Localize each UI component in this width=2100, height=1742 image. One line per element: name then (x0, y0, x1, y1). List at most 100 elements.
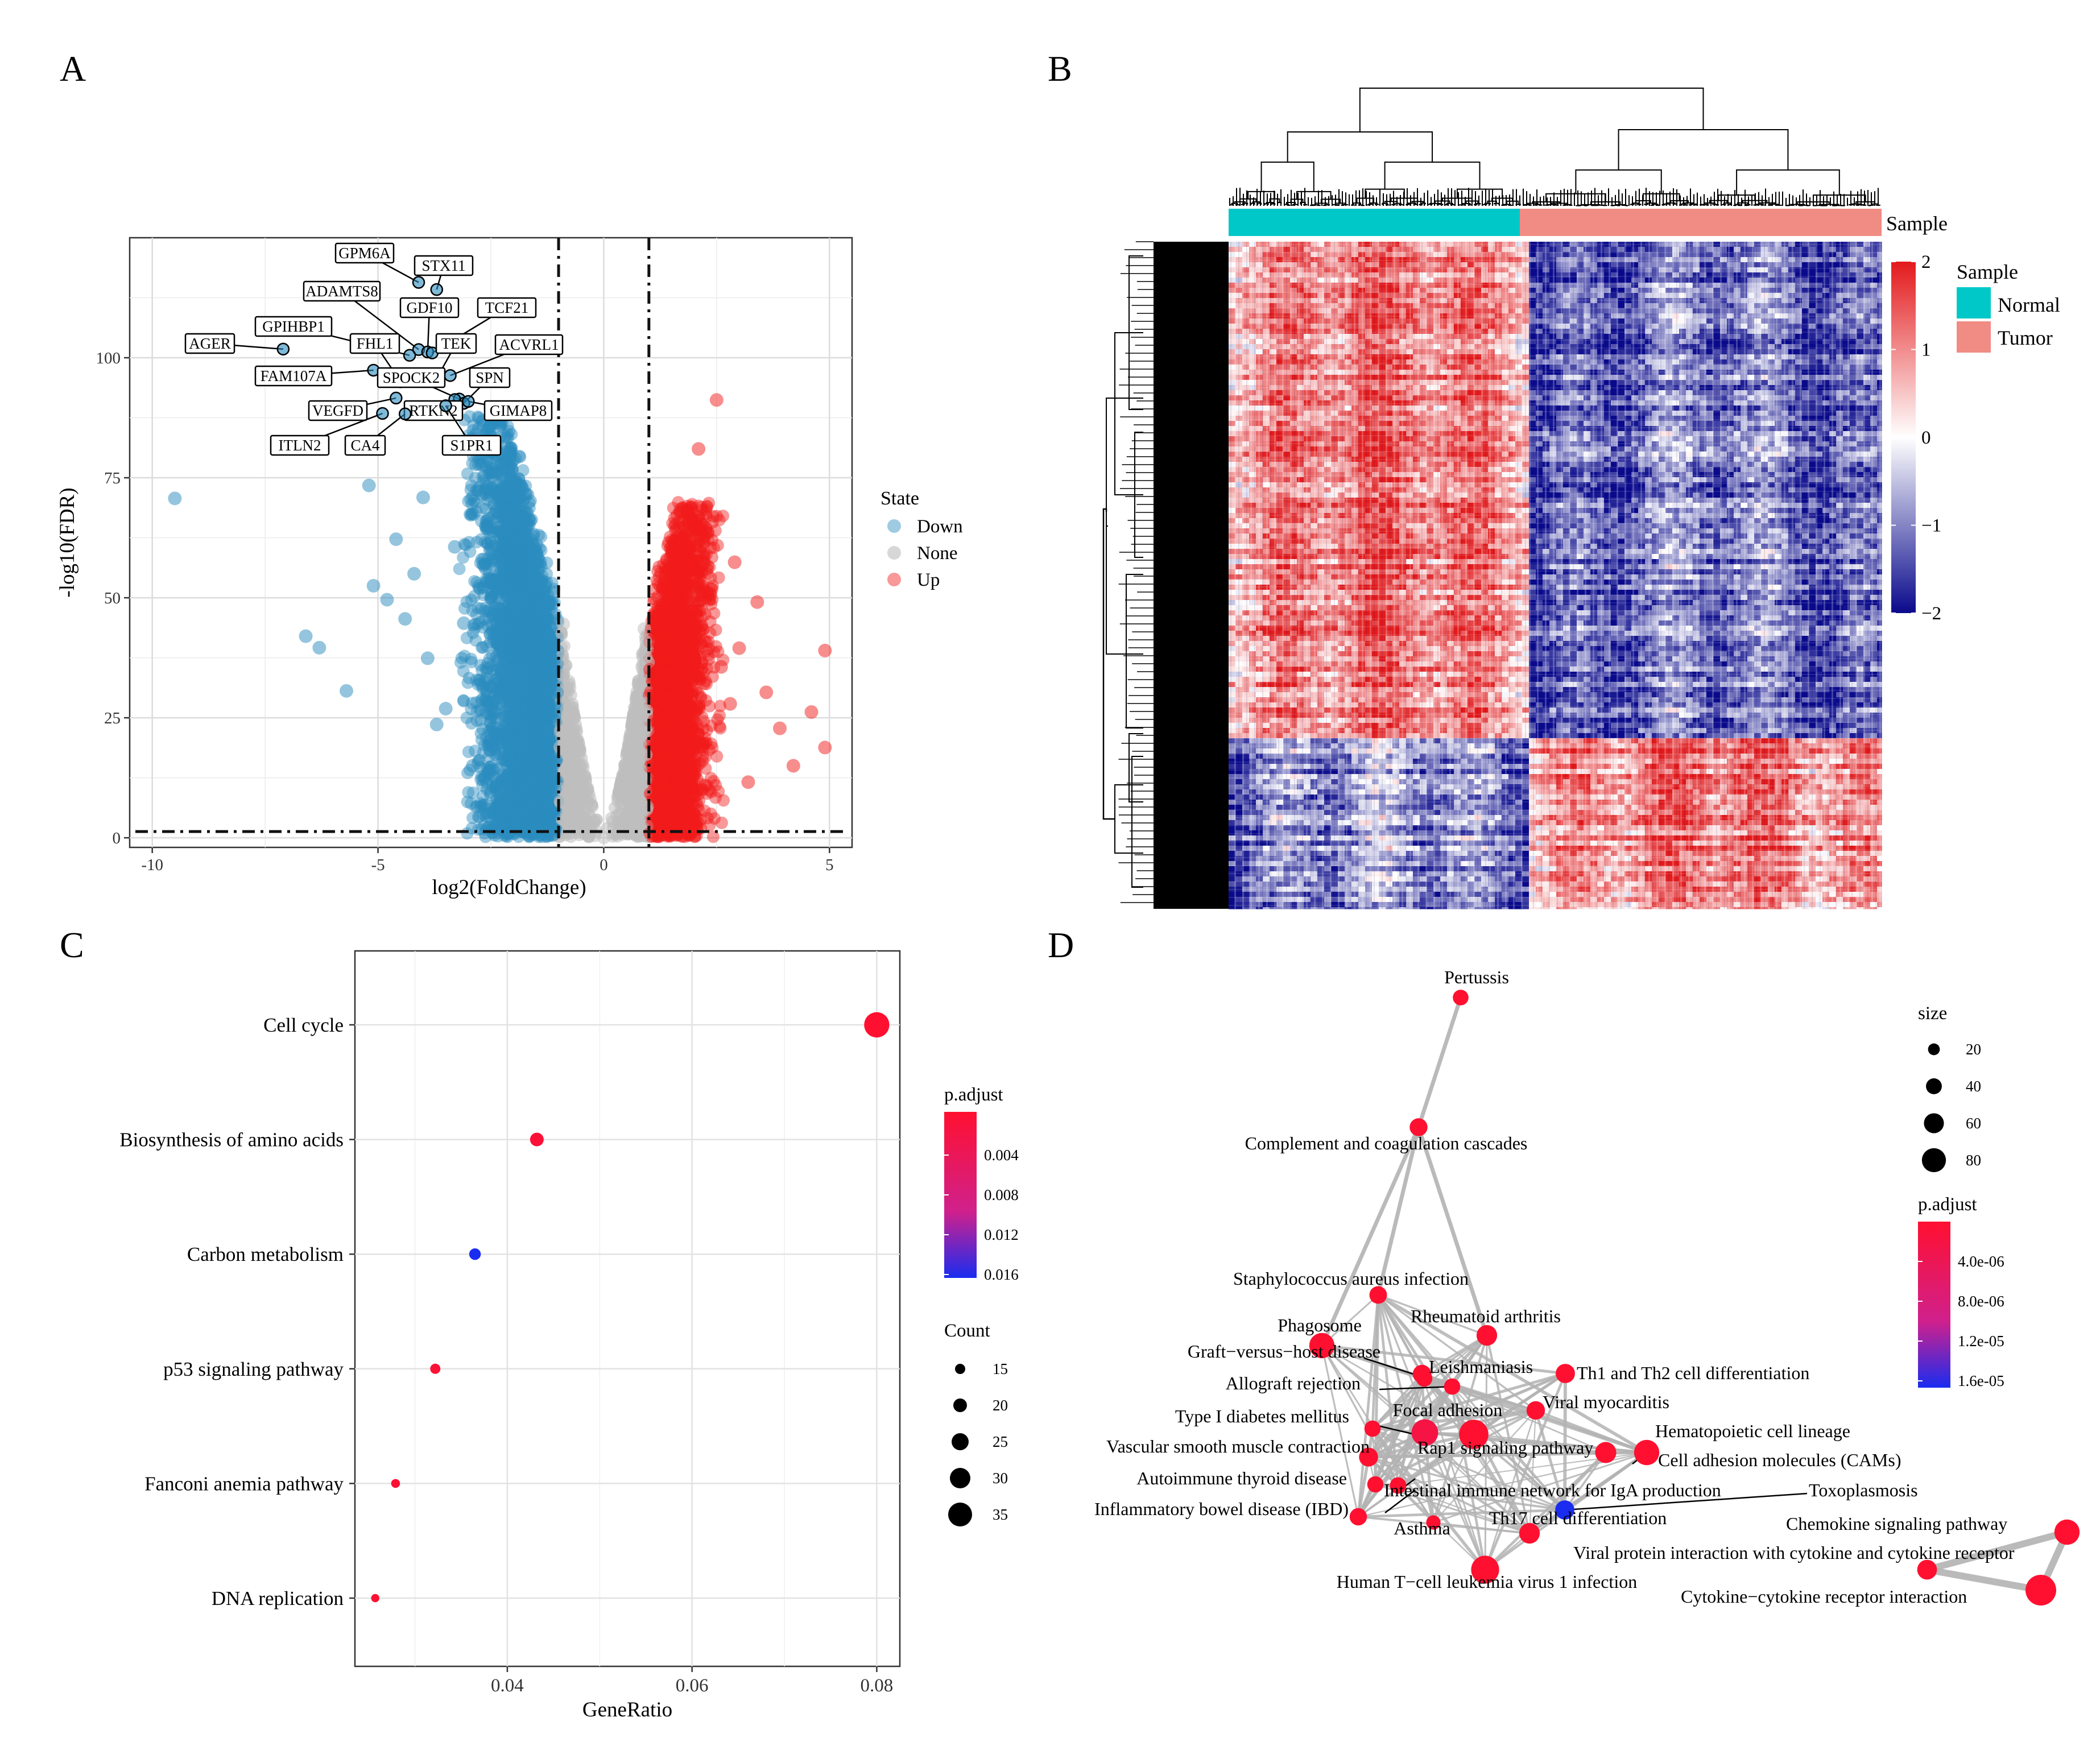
volcano-point-background (515, 698, 528, 711)
volcano-point-background (509, 669, 522, 682)
volcano-point-background (494, 533, 507, 546)
volcano-point-background (658, 708, 671, 721)
volcano-point-background (662, 697, 675, 710)
volcano-point-background (664, 748, 677, 761)
volcano-point-background (681, 777, 694, 791)
volcano-point-background (691, 577, 704, 590)
volcano-point-background (517, 495, 530, 508)
volcano-point-background (686, 552, 699, 565)
volcano-point-background (654, 624, 667, 637)
volcano-point-background (685, 578, 698, 591)
volcano-point-background (502, 504, 515, 517)
volcano-point-background (515, 593, 528, 606)
volcano-point-background (526, 593, 539, 606)
panel-label-c: C (60, 925, 84, 965)
volcano-point-background (470, 800, 483, 813)
volcano-point-background (487, 499, 500, 512)
volcano-point-background (520, 581, 534, 594)
volcano-point-background (687, 660, 700, 673)
volcano-point-background (523, 662, 536, 675)
volcano-point-background (533, 589, 546, 602)
volcano-point-background (505, 719, 518, 732)
volcano-point-background (512, 770, 526, 783)
volcano-point-background (679, 752, 692, 765)
volcano-point-background (497, 677, 510, 690)
volcano-point-background (513, 526, 526, 539)
volcano-point-background (656, 681, 669, 694)
volcano-point-background (661, 721, 674, 734)
volcano-point-background (498, 543, 511, 556)
volcano-point-background (538, 702, 551, 715)
volcano-point-background (516, 690, 530, 704)
volcano-point-background (487, 696, 501, 709)
volcano-point-background (532, 676, 545, 689)
volcano-point-background (677, 718, 691, 731)
volcano-point-background (658, 804, 671, 817)
volcano-point-background (506, 595, 519, 609)
volcano-point-background (539, 630, 552, 643)
volcano-point-background (675, 593, 688, 606)
volcano-point-background (519, 824, 532, 837)
volcano-point-background (530, 616, 543, 629)
volcano-point-background (499, 735, 512, 748)
volcano-point-background (695, 783, 708, 796)
volcano-point-background (676, 737, 689, 750)
volcano-point-background (652, 740, 665, 754)
volcano-point-background (490, 599, 503, 612)
volcano-point-background (660, 670, 673, 683)
volcano-point-background (535, 682, 548, 695)
volcano-point-background (673, 571, 686, 584)
volcano-point-background (658, 695, 671, 708)
volcano-point-background (539, 808, 552, 821)
volcano-point-background (676, 645, 689, 658)
volcano-point-background (522, 689, 535, 702)
volcano-point-background (656, 623, 669, 636)
volcano-point-background (715, 816, 728, 829)
volcano-point-background (491, 810, 504, 823)
volcano-point-background (520, 693, 534, 706)
volcano-point-background (518, 690, 531, 703)
volcano-point-background (675, 767, 688, 780)
volcano-point-background (517, 672, 530, 685)
volcano-point-background (524, 728, 537, 741)
volcano-point-background (532, 636, 545, 649)
volcano-point-background (506, 672, 519, 685)
volcano-point-background (478, 801, 491, 814)
volcano-point-background (537, 713, 550, 726)
volcano-point-background (501, 647, 514, 660)
volcano-point-background (663, 801, 676, 814)
volcano-point-background (506, 646, 519, 659)
volcano-point-background (656, 746, 669, 759)
volcano-point-background (655, 642, 668, 655)
volcano-point-background (679, 554, 692, 567)
volcano-point-background (533, 602, 546, 615)
volcano-point-background (703, 783, 716, 796)
volcano-point-background (526, 784, 539, 797)
volcano-point-background (514, 744, 527, 757)
volcano-point-background (530, 724, 543, 737)
volcano-point-background (666, 749, 679, 762)
volcano-point-background (657, 658, 670, 671)
volcano-point-background (514, 686, 527, 699)
volcano-point-background (536, 601, 549, 614)
volcano-point-background (696, 662, 709, 675)
volcano-point-background (511, 553, 524, 566)
volcano-point-background (510, 797, 523, 810)
volcano-point-background (668, 729, 681, 742)
volcano-point-background (479, 515, 493, 528)
volcano-point-background (672, 715, 685, 728)
volcano-point-background (520, 744, 533, 757)
volcano-point-background (523, 792, 536, 805)
volcano-point-background (535, 631, 548, 644)
volcano-point-background (541, 749, 554, 762)
volcano-point-background (485, 466, 498, 479)
volcano-point-background (531, 682, 544, 695)
volcano-point-background (664, 712, 677, 725)
volcano-point-background (519, 591, 532, 604)
volcano-point-background (668, 637, 681, 650)
volcano-point-background (667, 798, 680, 812)
volcano-point-background (659, 656, 672, 669)
volcano-point-background (662, 661, 675, 675)
volcano-point-background (528, 675, 541, 688)
volcano-point-background (686, 647, 699, 660)
